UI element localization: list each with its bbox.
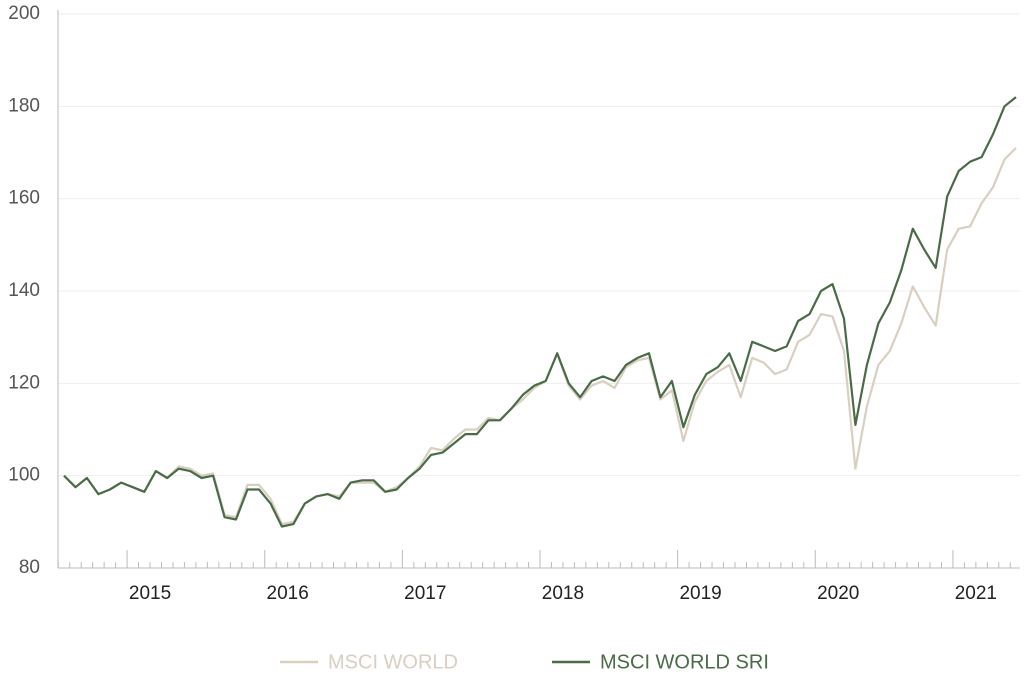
- x-tick-label: 2020: [817, 583, 859, 604]
- plot-lines: [63, 96, 1017, 528]
- series-line: [63, 147, 1017, 526]
- legend-label: MSCI WORLD SRI: [600, 651, 769, 673]
- x-tick-label: 2017: [404, 583, 446, 604]
- y-tick-label: 100: [8, 465, 40, 486]
- y-tick-label: 80: [19, 557, 40, 578]
- legend-label: MSCI WORLD: [328, 651, 458, 673]
- x-tick-label: 2021: [955, 583, 997, 604]
- x-tick-label: 2019: [679, 583, 721, 604]
- y-tick-label: 160: [8, 188, 40, 209]
- x-tick-label: 2015: [129, 583, 171, 604]
- series-line: [63, 96, 1017, 528]
- axes: 80 100 120 140 160 180 200 2015 2016 2017 2018 2019…: [8, 3, 1020, 604]
- x-tick-label: 2018: [542, 583, 584, 604]
- y-tick-label: 180: [8, 95, 40, 116]
- x-tick-label: 2016: [267, 583, 309, 604]
- y-tick-label: 200: [8, 3, 40, 24]
- grid: [58, 13, 1020, 569]
- legend: MSCI WORLD MSCI WORLD SRI: [280, 651, 769, 673]
- y-tick-label: 140: [8, 280, 40, 301]
- y-tick-label: 120: [8, 372, 40, 393]
